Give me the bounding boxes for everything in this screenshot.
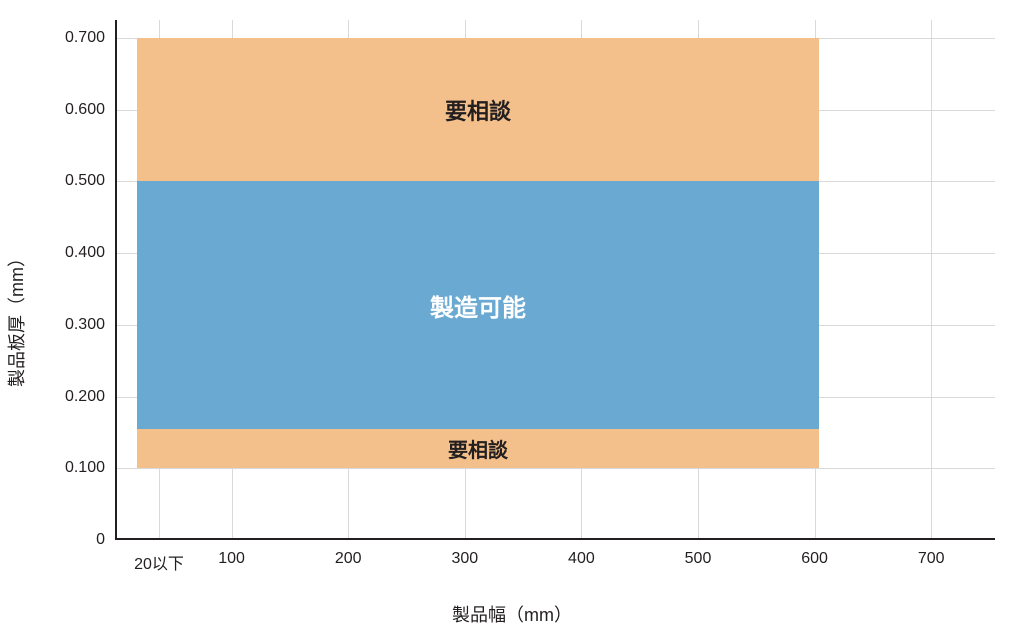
x-tick-label: 400 [568, 540, 595, 568]
x-tick-label: 600 [801, 540, 828, 568]
y-tick-label: 0 [96, 531, 115, 549]
range-chart: 製品板厚（mm） 00.1000.2000.3000.4000.5000.600… [0, 0, 1024, 635]
y-tick-label: 0.100 [65, 459, 115, 477]
region-label-consultation-lower: 要相談 [448, 434, 508, 463]
x-tick-label: 700 [918, 540, 945, 568]
x-tick-label: 100 [218, 540, 245, 568]
grid-line-h [115, 468, 995, 469]
y-tick-label: 0.200 [65, 388, 115, 406]
y-axis-title: 製品板厚（mm） [3, 249, 29, 387]
y-tick-label: 0.300 [65, 316, 115, 334]
y-axis-line [115, 20, 117, 540]
y-tick-label: 0.700 [65, 29, 115, 47]
x-tick-label: 300 [451, 540, 478, 568]
y-tick-label: 0.600 [65, 101, 115, 119]
region-consultation-lower: 要相談 [137, 429, 819, 468]
y-tick-label: 0.500 [65, 172, 115, 190]
x-tick-label: 500 [685, 540, 712, 568]
grid-line-v [931, 20, 932, 540]
region-consultation-upper: 要相談 [137, 38, 819, 181]
region-manufacturable: 製造可能 [137, 181, 819, 428]
x-tick-label: 200 [335, 540, 362, 568]
x-tick-label: 20以下 [134, 540, 184, 574]
x-axis-line [115, 538, 995, 540]
y-tick-label: 0.400 [65, 244, 115, 262]
plot-area: 00.1000.2000.3000.4000.5000.6000.70020以下… [115, 20, 995, 540]
region-label-consultation-upper: 要相談 [445, 94, 511, 126]
region-label-manufacturable: 製造可能 [430, 288, 526, 323]
x-axis-title: 製品幅（mm） [0, 601, 1024, 627]
